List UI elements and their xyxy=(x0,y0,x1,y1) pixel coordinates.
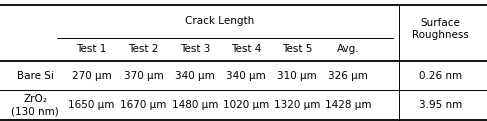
Text: Avg.: Avg. xyxy=(337,44,359,54)
Text: 370 μm: 370 μm xyxy=(124,71,164,81)
Text: 310 μm: 310 μm xyxy=(277,71,317,81)
Text: 1020 μm: 1020 μm xyxy=(223,100,269,110)
Text: Test 3: Test 3 xyxy=(180,44,210,54)
Text: 1670 μm: 1670 μm xyxy=(120,100,167,110)
Text: Crack Length: Crack Length xyxy=(186,16,255,26)
Text: Test 2: Test 2 xyxy=(129,44,159,54)
Text: Test 1: Test 1 xyxy=(76,44,107,54)
Text: 1650 μm: 1650 μm xyxy=(68,100,115,110)
Text: ZrO₂
(130 nm): ZrO₂ (130 nm) xyxy=(11,94,59,117)
Text: Test 4: Test 4 xyxy=(231,44,261,54)
Text: 3.95 nm: 3.95 nm xyxy=(419,100,462,110)
Text: 340 μm: 340 μm xyxy=(226,71,266,81)
Text: 1480 μm: 1480 μm xyxy=(171,100,218,110)
Text: 270 μm: 270 μm xyxy=(72,71,112,81)
Text: 1428 μm: 1428 μm xyxy=(325,100,372,110)
Text: 340 μm: 340 μm xyxy=(175,71,215,81)
Text: Surface
Roughness: Surface Roughness xyxy=(412,18,469,40)
Text: 0.26 nm: 0.26 nm xyxy=(419,71,462,81)
Text: Bare Si: Bare Si xyxy=(17,71,54,81)
Text: Test 5: Test 5 xyxy=(282,44,312,54)
Text: 1320 μm: 1320 μm xyxy=(274,100,320,110)
Text: 326 μm: 326 μm xyxy=(328,71,368,81)
